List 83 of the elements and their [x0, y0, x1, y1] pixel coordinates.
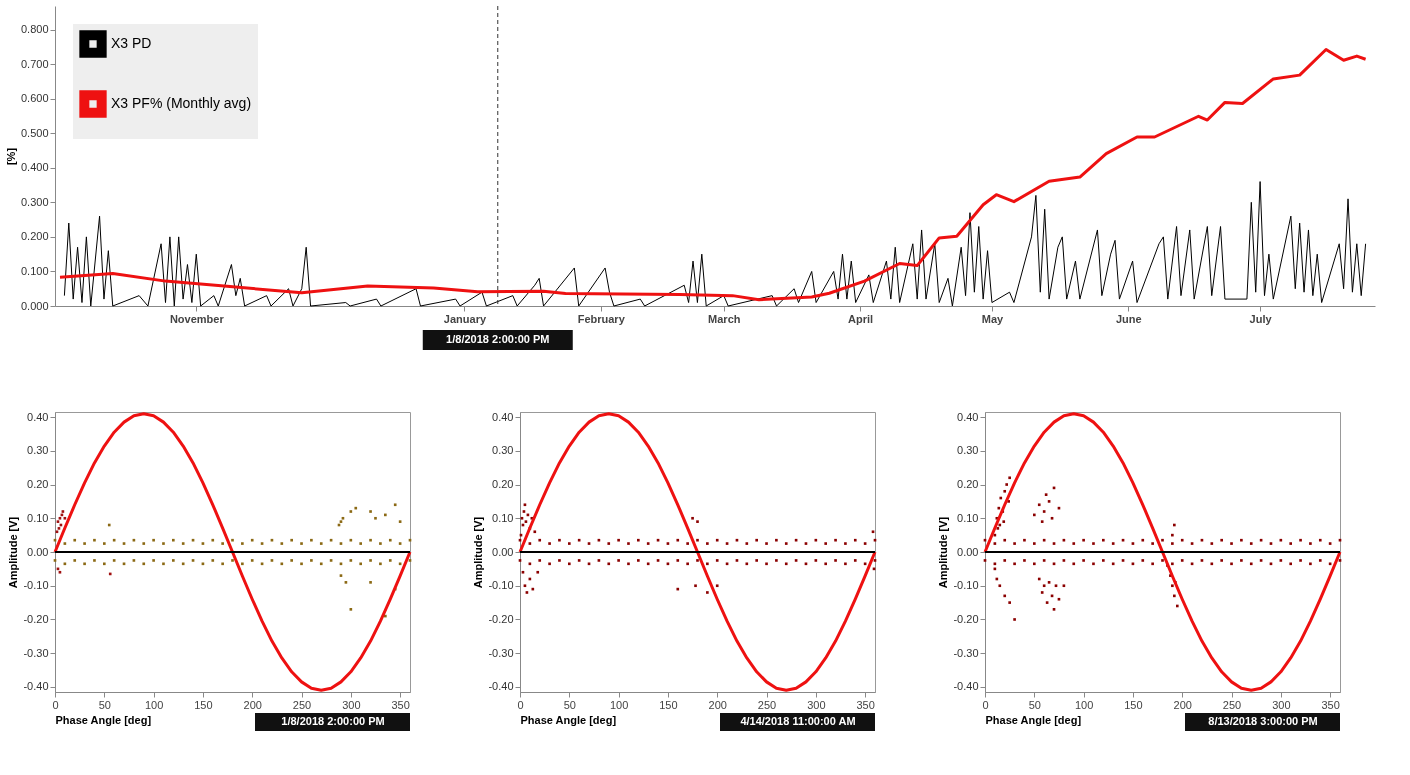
x-tick-label: 0 [52, 698, 59, 711]
x-axis-title: Phase Angle [deg] [55, 713, 152, 726]
legend-label: X3 PD [111, 35, 152, 51]
y-tick-label: 0.30 [492, 444, 514, 457]
y-tick-label: 0.200 [20, 230, 49, 243]
x-tick-label: 50 [563, 698, 576, 711]
x-tick-label: 50 [1028, 698, 1041, 711]
x-axis-title: Phase Angle [deg] [520, 713, 617, 726]
y-axis-title: Amplitude [V] [937, 516, 950, 589]
x-tick-label: 350 [391, 698, 410, 711]
x-tick-label: 300 [342, 698, 361, 711]
x-tick-label: 100 [144, 698, 164, 711]
x-tick-label: 300 [807, 698, 826, 711]
y-axis-title: Amplitude [V] [7, 516, 20, 589]
x-tick-label: 100 [609, 698, 629, 711]
x-tick-label: 200 [243, 698, 262, 711]
y-axis-title: Amplitude [V] [472, 516, 485, 589]
y-tick-label: 0.30 [957, 444, 979, 457]
y-tick-label: 0.500 [20, 126, 49, 139]
x-tick-label: 350 [856, 698, 875, 711]
y-tick-label: 0.100 [20, 264, 49, 277]
y-tick-label: -0.40 [488, 680, 514, 693]
y-tick-label: 0.40 [27, 410, 49, 423]
x-tick-label: 0 [517, 698, 524, 711]
x-tick-label: 250 [757, 698, 777, 711]
x-tick-label: 150 [659, 698, 678, 711]
x-tick-label: November [169, 312, 225, 325]
y-tick-label: -0.20 [488, 612, 514, 625]
y-tick-label: -0.40 [23, 680, 49, 693]
y-axis-title: [%] [4, 147, 17, 166]
text: 4/14/2018 11:00:00 AM [740, 715, 856, 727]
y-tick-label: -0.30 [488, 646, 514, 659]
x-tick-label: 150 [194, 698, 213, 711]
x-tick-label: 300 [1272, 698, 1291, 711]
line-series [58, 48, 1368, 302]
line-series [63, 181, 1367, 307]
y-tick-label: -0.20 [23, 612, 49, 625]
y-tick-label: 0.800 [20, 23, 49, 35]
y-tick-label: 0.400 [20, 161, 49, 174]
y-tick-label: 0.300 [20, 195, 49, 208]
x-tick-label: 200 [708, 698, 727, 711]
x-tick-label: 200 [1173, 698, 1192, 711]
x-tick-label: February [577, 312, 626, 325]
y-tick-label: 0.40 [957, 410, 979, 423]
x-tick-label: 0 [982, 698, 989, 711]
y-tick-label: 0.20 [492, 478, 514, 491]
x-tick-label: January [443, 312, 487, 325]
x-tick-label: 250 [292, 698, 312, 711]
y-tick-label: 0.10 [27, 511, 49, 524]
y-tick-label: 0.000 [20, 299, 49, 312]
x-tick-label: 350 [1321, 698, 1340, 711]
y-tick-label: -0.30 [953, 646, 979, 659]
ref-line-label: 1/8/2018 2:00:00 PM [446, 333, 550, 345]
y-tick-label: 0.00 [27, 545, 49, 558]
y-tick-label: 0.20 [27, 478, 49, 491]
y-tick-label: -0.20 [953, 612, 979, 625]
x-tick-label: 50 [98, 698, 111, 711]
y-tick-label: 0.600 [20, 92, 49, 105]
y-tick-label: -0.10 [488, 579, 514, 592]
y-tick-label: 0.00 [957, 545, 979, 558]
y-tick-label: 0.10 [957, 511, 979, 524]
x-tick-label: July [1249, 312, 1273, 325]
y-tick-label: -0.30 [23, 646, 49, 659]
legend-label: X3 PF% (Monthly avg) [111, 95, 252, 111]
text: 1/8/2018 2:00:00 PM [281, 715, 385, 727]
text: 8/13/2018 3:00:00 PM [1208, 715, 1318, 727]
x-axis-title: Phase Angle [deg] [985, 713, 1082, 726]
x-tick-label: June [1115, 312, 1142, 325]
y-tick-label: 0.00 [492, 545, 514, 558]
x-tick-label: April [848, 312, 874, 325]
y-tick-label: 0.40 [492, 410, 514, 423]
y-tick-label: 0.700 [20, 57, 49, 70]
x-tick-label: May [981, 312, 1005, 325]
x-tick-label: March [708, 312, 741, 325]
y-tick-label: 0.30 [27, 444, 49, 457]
y-tick-label: -0.10 [953, 579, 979, 592]
x-tick-label: 100 [1074, 698, 1094, 711]
y-tick-label: -0.10 [23, 579, 49, 592]
x-tick-label: 250 [1222, 698, 1242, 711]
x-tick-label: 150 [1124, 698, 1143, 711]
y-tick-label: 0.20 [957, 478, 979, 491]
y-tick-label: -0.40 [953, 680, 979, 693]
y-tick-label: 0.10 [492, 511, 514, 524]
